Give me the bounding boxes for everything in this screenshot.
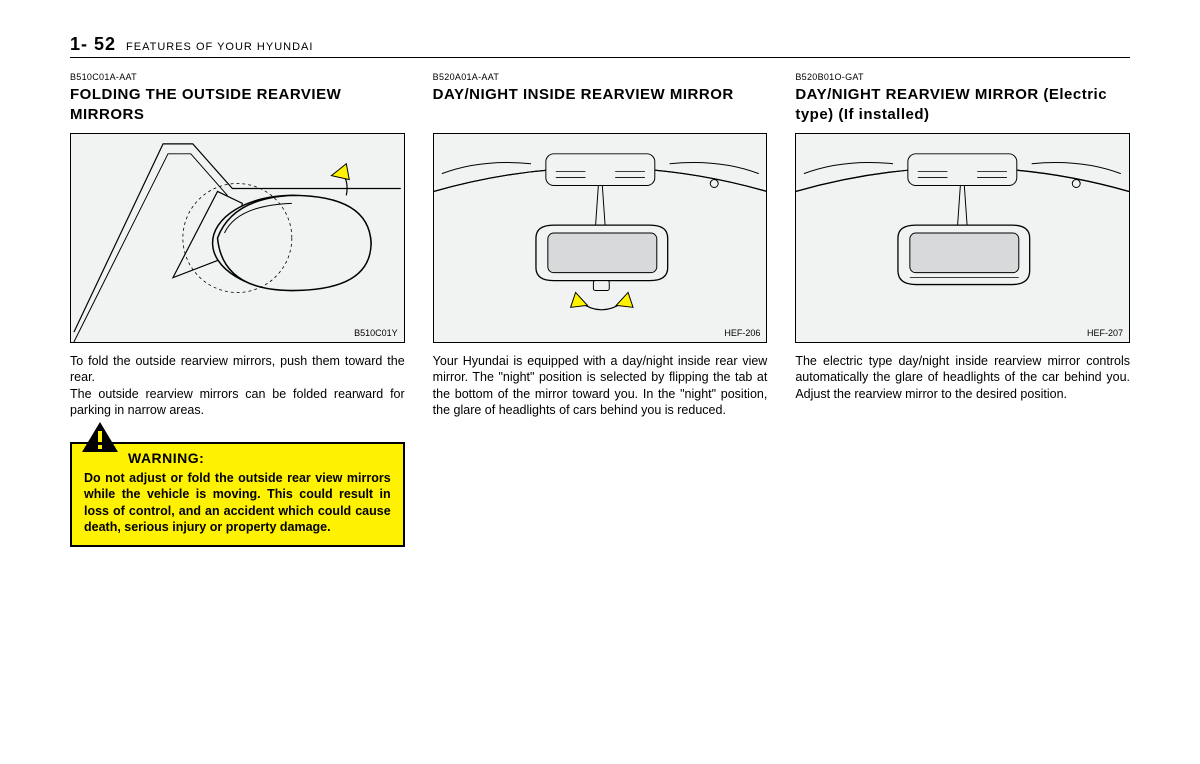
warning-icon bbox=[80, 420, 120, 454]
body-text: The electric type day/night inside rearv… bbox=[795, 353, 1130, 402]
page-header: 1- 52 FEATURES OF YOUR HYUNDAI bbox=[70, 34, 1130, 58]
ref-code: B520A01A-AAT bbox=[433, 72, 768, 82]
warning-box: WARNING: Do not adjust or fold the outsi… bbox=[70, 442, 405, 547]
ref-code: B520B01O-GAT bbox=[795, 72, 1130, 82]
page-number: 1- 52 bbox=[70, 34, 116, 55]
column-1: B510C01A-AAT FOLDING THE OUTSIDE REARVIE… bbox=[70, 72, 405, 547]
figure-electric-mirror: HEF-207 bbox=[795, 133, 1130, 343]
section-title: DAY/NIGHT REARVIEW MIRROR (Electric type… bbox=[795, 85, 1130, 127]
body-text: Your Hyundai is equipped with a day/nigh… bbox=[433, 353, 768, 418]
section-title: DAY/NIGHT INSIDE REARVIEW MIRROR bbox=[433, 85, 768, 127]
column-3: B520B01O-GAT DAY/NIGHT REARVIEW MIRROR (… bbox=[795, 72, 1130, 547]
body-text: To fold the outside rearview mirrors, pu… bbox=[70, 353, 405, 418]
section-title: FOLDING THE OUTSIDE REARVIEW MIRRORS bbox=[70, 85, 405, 127]
figure-label: HEF-206 bbox=[724, 328, 760, 338]
figure-label: B510C01Y bbox=[354, 328, 398, 338]
chapter-title: FEATURES OF YOUR HYUNDAI bbox=[126, 41, 313, 53]
figure-inside-mirror: HEF-206 bbox=[433, 133, 768, 343]
content-columns: B510C01A-AAT FOLDING THE OUTSIDE REARVIE… bbox=[70, 72, 1130, 547]
figure-label: HEF-207 bbox=[1087, 328, 1123, 338]
warning-title: WARNING: bbox=[128, 450, 391, 466]
ref-code: B510C01A-AAT bbox=[70, 72, 405, 82]
column-2: B520A01A-AAT DAY/NIGHT INSIDE REARVIEW M… bbox=[433, 72, 768, 547]
figure-folding-mirror: B510C01Y bbox=[70, 133, 405, 343]
warning-body: Do not adjust or fold the outside rear v… bbox=[84, 470, 391, 535]
